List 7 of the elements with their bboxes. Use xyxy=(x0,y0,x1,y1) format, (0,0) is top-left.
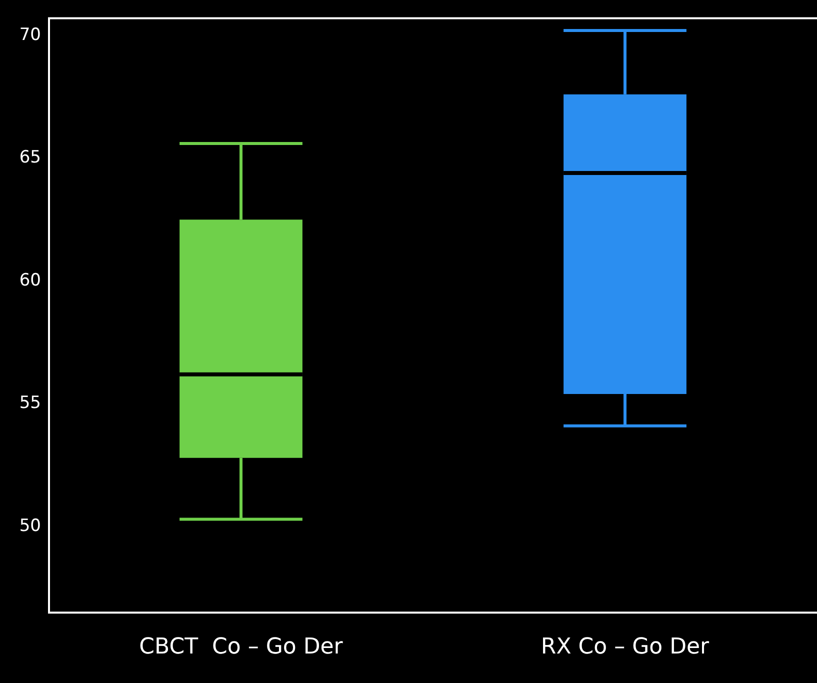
x-tick-label: CBCT Co – Go Der xyxy=(139,634,344,660)
y-tick-label: 60 xyxy=(19,270,41,290)
y-tick-label: 65 xyxy=(19,148,41,168)
y-tick-label: 70 xyxy=(19,24,41,45)
y-tick-label: 55 xyxy=(19,393,41,414)
x-tick-label: RX Co – Go Der xyxy=(540,634,710,660)
y-tick-label: 50 xyxy=(19,516,41,536)
